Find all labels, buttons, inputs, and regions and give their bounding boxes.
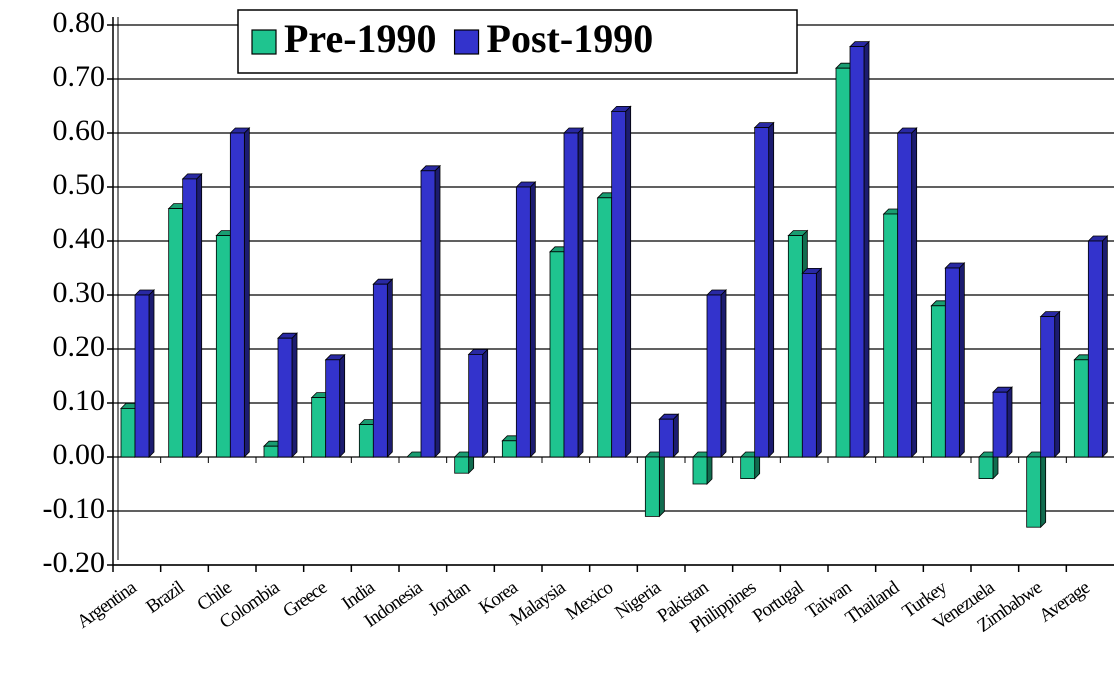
bar-side: [720, 289, 727, 458]
bar-side: [243, 127, 250, 458]
bar: [229, 132, 245, 458]
bar-side: [196, 172, 203, 458]
bar-side: [1054, 310, 1061, 458]
x-tick-label: Portugal: [749, 577, 808, 627]
bar-side: [482, 348, 489, 458]
bar: [120, 407, 136, 458]
bar-side: [1040, 451, 1047, 529]
bar: [1073, 359, 1089, 458]
bar: [835, 67, 851, 458]
x-tick-label: Thailand: [842, 577, 904, 629]
x-tick-label: Average: [1035, 577, 1093, 627]
bar: [420, 170, 436, 458]
bar: [182, 178, 198, 458]
bar-side: [658, 451, 665, 518]
legend-box: [237, 9, 798, 74]
y-tick-label: 0.40: [53, 222, 106, 255]
bar: [358, 424, 374, 458]
x-tick-label: Brazil: [142, 577, 188, 618]
bar: [549, 251, 565, 458]
bar-side: [386, 278, 393, 458]
bar-side: [434, 164, 441, 458]
bar-side: [577, 127, 584, 458]
legend-swatch: [251, 29, 277, 55]
bar: [692, 456, 708, 485]
bar: [754, 127, 770, 458]
bar: [215, 235, 231, 458]
bar: [644, 456, 660, 517]
y-tick-label: 0.30: [53, 276, 106, 309]
bar: [1026, 456, 1042, 528]
bar: [277, 337, 293, 458]
bar-side: [1006, 386, 1013, 458]
bar: [849, 46, 865, 458]
bar: [978, 456, 994, 480]
bar: [992, 391, 1008, 458]
bar: [930, 305, 946, 458]
bar-side: [1101, 235, 1108, 458]
bar: [311, 397, 327, 458]
legend-swatch: [453, 29, 480, 55]
x-tick-label: Mexico: [562, 577, 617, 624]
bar: [563, 132, 579, 458]
bar: [801, 272, 817, 458]
bar: [515, 186, 531, 458]
bar: [787, 235, 803, 458]
bar: [372, 283, 388, 458]
x-tick-label: Jordan: [425, 577, 475, 621]
bar: [468, 353, 484, 458]
y-tick-label: -0.20: [43, 546, 106, 579]
bar-side: [911, 127, 918, 458]
bar: [263, 445, 279, 458]
y-tick-label: 0.80: [53, 6, 106, 39]
y-tick-label: 0.60: [53, 114, 106, 147]
legend-label: Post-1990: [487, 16, 654, 61]
bar-side: [768, 121, 775, 458]
bar-side: [863, 40, 870, 458]
bar: [897, 132, 913, 458]
y-tick-label: -0.10: [43, 492, 106, 525]
bar-side: [148, 289, 155, 458]
bar: [1087, 240, 1103, 458]
legend: Pre-1990 Post-1990: [237, 9, 798, 74]
legend-label: Pre-1990: [284, 16, 437, 61]
bar-side: [339, 353, 346, 458]
bar: [611, 111, 627, 458]
bar: [325, 359, 341, 458]
bar-side: [529, 181, 536, 458]
bar-side: [672, 413, 679, 458]
bar: [134, 294, 150, 458]
y-tick-label: 0.00: [53, 438, 106, 471]
bar: [706, 294, 722, 458]
bar: [597, 197, 613, 458]
y-tick-label: 0.50: [53, 168, 106, 201]
bar: [658, 418, 674, 458]
bar-side: [815, 267, 822, 458]
x-tick-label: Malaysia: [506, 577, 570, 630]
bar: [883, 213, 899, 458]
y-tick-label: 0.10: [53, 384, 106, 417]
bar: [168, 208, 184, 458]
bar: [454, 456, 470, 474]
y-tick-label: 0.20: [53, 330, 106, 363]
bar: [740, 456, 756, 480]
bar: [501, 440, 517, 458]
bar: [944, 267, 960, 458]
bar: [1040, 316, 1056, 458]
x-tick-label: Argentina: [73, 577, 141, 633]
y-tick-label: 0.70: [53, 60, 106, 93]
x-tick-label: Greece: [279, 577, 331, 622]
bar-side: [291, 332, 298, 458]
bar-side: [958, 262, 965, 458]
bar-side: [625, 105, 632, 458]
